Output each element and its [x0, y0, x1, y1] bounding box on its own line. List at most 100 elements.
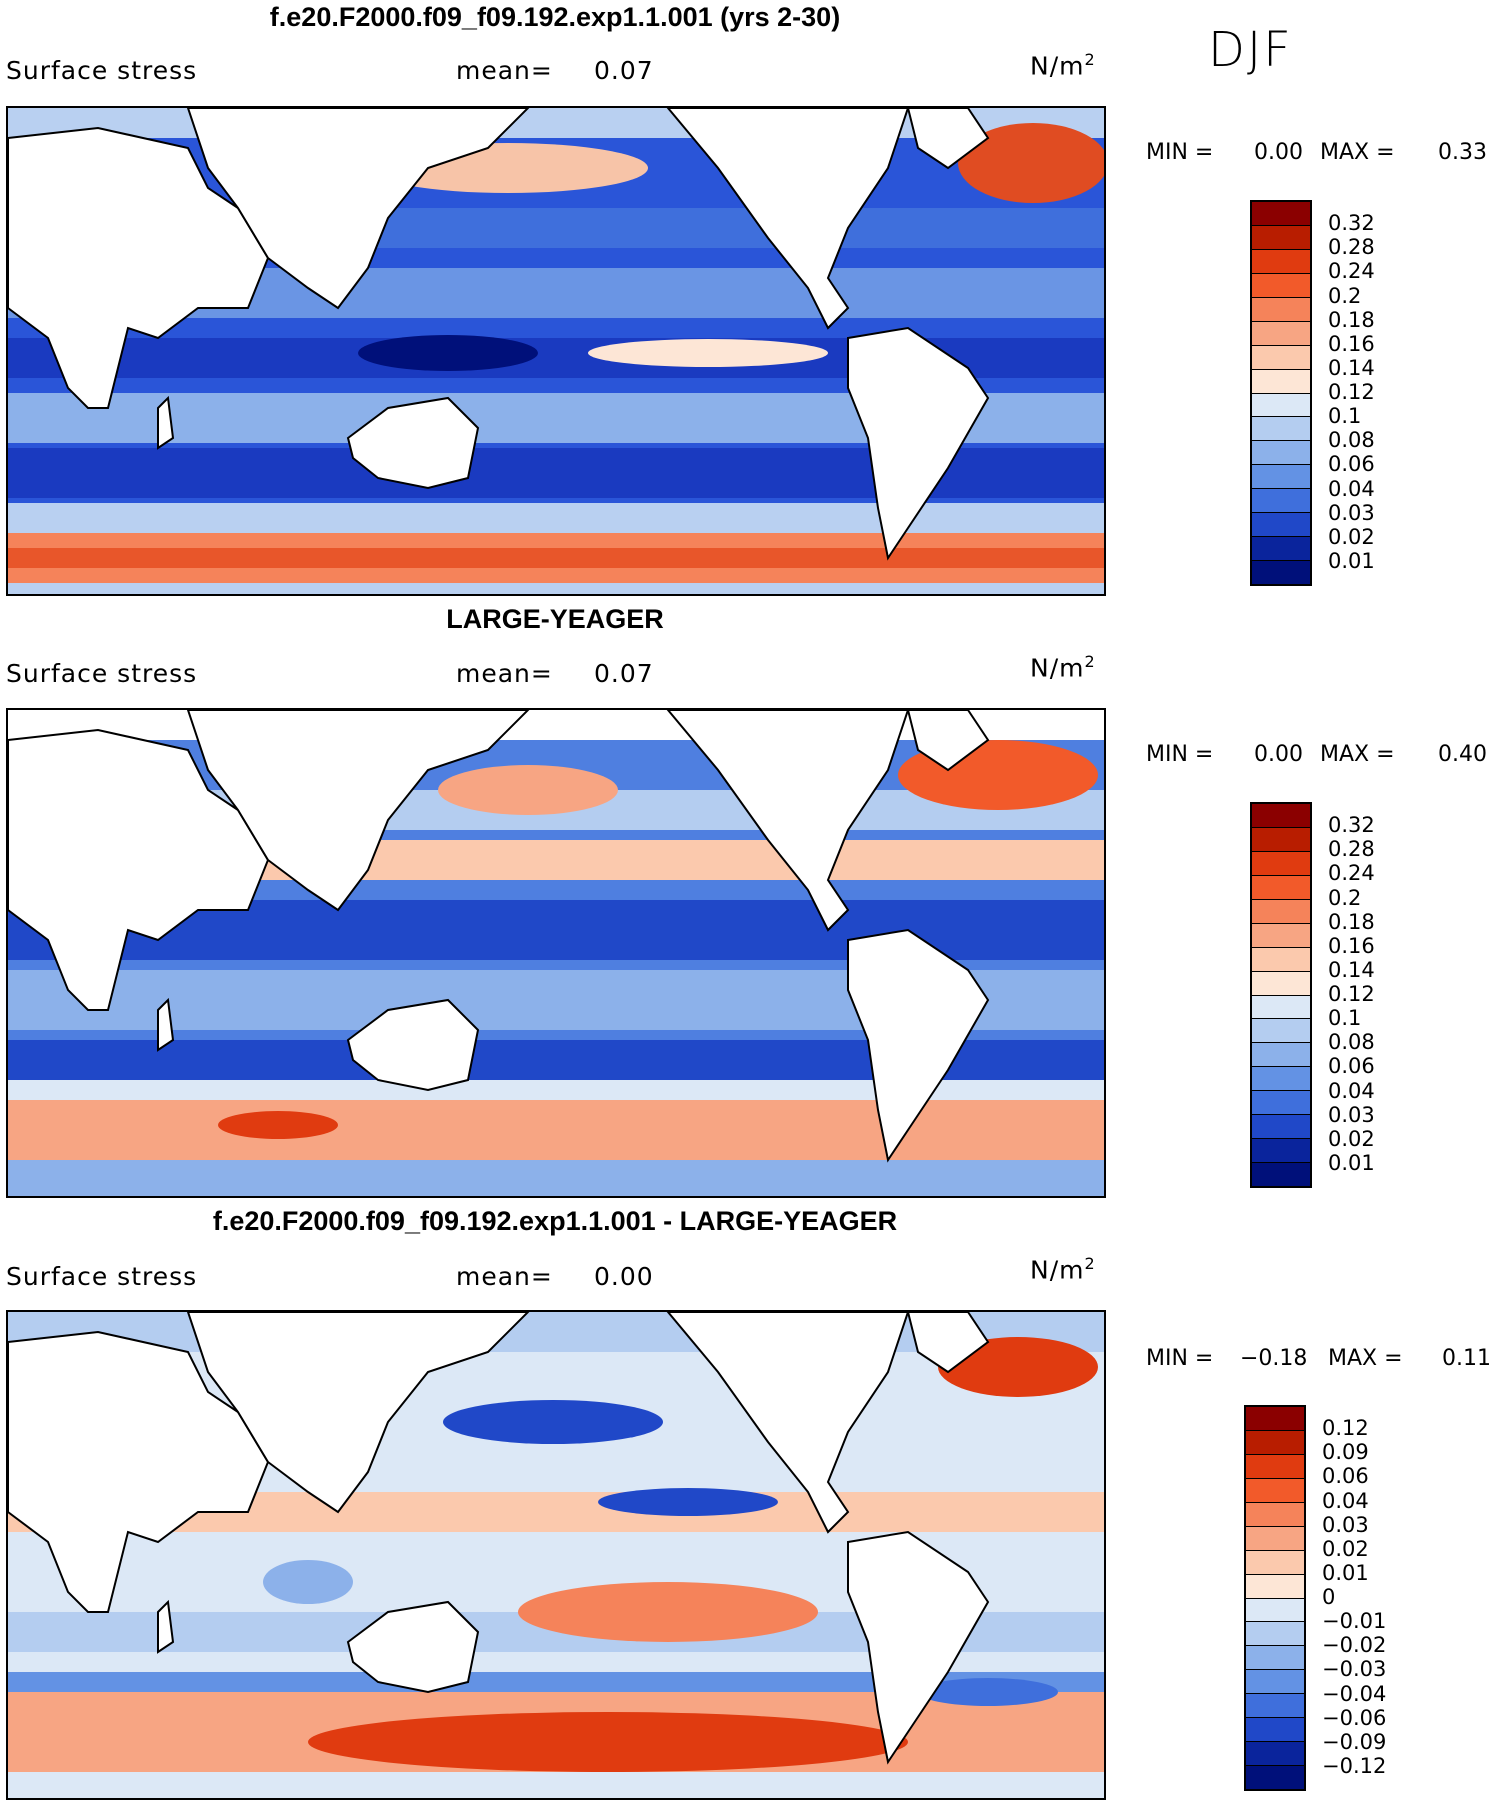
colorbar-tick-label: 0.12: [1328, 982, 1375, 1006]
panel-1-colorbar-bar: [1250, 200, 1312, 586]
colorbar-segment: [1252, 995, 1310, 1020]
colorbar-segment: [1252, 923, 1310, 948]
colorbar-tick-label: −0.03: [1322, 1657, 1387, 1682]
panel-2-variable: Surface stress: [6, 659, 198, 688]
colorbar-tick-label: 0.02: [1322, 1536, 1369, 1561]
colorbar-segment: [1252, 297, 1310, 322]
colorbar-tick-label: 0.06: [1328, 1054, 1375, 1079]
colorbar-tick-label: 0.14: [1328, 355, 1375, 380]
colorbar-segment: [1252, 465, 1310, 490]
colorbar-tick-label: 0.03: [1328, 1102, 1375, 1127]
panel-1-min-value: 0.00: [1254, 140, 1303, 165]
colorbar-segment: [1246, 1502, 1304, 1527]
colorbar-tick-label: −0.01: [1322, 1609, 1387, 1634]
colorbar-segment: [1252, 561, 1310, 584]
panel-2-colorbar-bar: [1250, 802, 1312, 1188]
colorbar-tick-label: 0.02: [1328, 1126, 1375, 1151]
colorbar-segment: [1252, 947, 1310, 972]
colorbar-segment: [1252, 489, 1310, 514]
colorbar-tick-label: 0.06: [1322, 1464, 1369, 1489]
colorbar-tick-label: 0.32: [1328, 813, 1375, 838]
colorbar-tick-label: 0.06: [1328, 452, 1375, 477]
colorbar-segment: [1252, 369, 1310, 394]
colorbar-segment: [1246, 1407, 1304, 1431]
colorbar-tick-label: 0.04: [1328, 476, 1375, 501]
panel-1-mean-value: 0.07: [594, 56, 654, 85]
colorbar-tick-label: 0.02: [1328, 524, 1375, 549]
panel-3-colorbar: [1244, 1405, 1306, 1791]
colorbar-tick-label: 0.28: [1328, 837, 1375, 862]
panel-2-title: LARGE-YEAGER: [446, 604, 664, 634]
colorbar-tick-label: −0.09: [1322, 1729, 1387, 1754]
colorbar-segment: [1246, 1526, 1304, 1551]
colorbar-tick-label: 0.2: [1328, 885, 1362, 910]
colorbar-tick-label: 0.08: [1328, 1030, 1375, 1055]
colorbar-segment: [1246, 1646, 1304, 1671]
panel-3-max-label: MAX =: [1328, 1346, 1403, 1371]
colorbar-tick-label: 0.16: [1328, 331, 1375, 356]
panel-2-map-graphic: [8, 710, 1104, 1196]
panel-1-min-label: MIN =: [1146, 140, 1214, 165]
colorbar-tick-label: 0.2: [1328, 283, 1362, 308]
colorbar-segment: [1252, 827, 1310, 852]
panel-2-map: [6, 708, 1106, 1198]
colorbar-tick-label: 0.28: [1328, 235, 1375, 260]
colorbar-segment: [1252, 1043, 1310, 1068]
colorbar-segment: [1252, 804, 1310, 828]
colorbar-tick-label: 0.01: [1322, 1560, 1369, 1585]
colorbar-segment: [1252, 1139, 1310, 1164]
panel-3-units: N/m2: [1030, 1254, 1096, 1285]
colorbar-segment: [1252, 393, 1310, 418]
colorbar-segment: [1252, 225, 1310, 250]
colorbar-segment: [1246, 1742, 1304, 1767]
colorbar-segment: [1252, 417, 1310, 442]
colorbar-segment: [1252, 321, 1310, 346]
colorbar-segment: [1252, 899, 1310, 924]
panel-3-mean-value: 0.00: [594, 1262, 654, 1291]
colorbar-segment: [1252, 851, 1310, 876]
colorbar-segment: [1252, 971, 1310, 996]
panel-1-map-graphic: [8, 108, 1104, 594]
colorbar-tick-label: 0.1: [1328, 404, 1362, 429]
colorbar-tick-label: 0.04: [1322, 1488, 1369, 1513]
colorbar-segment: [1252, 1019, 1310, 1044]
colorbar-segment: [1252, 202, 1310, 226]
panel-2-mean-label: mean=: [456, 659, 553, 688]
colorbar-segment: [1246, 1718, 1304, 1743]
colorbar-tick-label: 0.18: [1328, 909, 1375, 934]
panel-3-title: f.e20.F2000.f09_f09.192.exp1.1.001 - LAR…: [212, 1206, 898, 1236]
colorbar-tick-label: 0.14: [1328, 957, 1375, 982]
colorbar-segment: [1252, 1163, 1310, 1186]
colorbar-tick-label: −0.12: [1322, 1753, 1387, 1778]
panel-2-min-label: MIN =: [1146, 742, 1214, 767]
colorbar-segment: [1246, 1430, 1304, 1455]
colorbar-segment: [1252, 1067, 1310, 1092]
colorbar-segment: [1252, 1091, 1310, 1116]
colorbar-tick-label: 0: [1322, 1585, 1336, 1609]
panel-3-variable: Surface stress: [6, 1262, 198, 1291]
colorbar-segment: [1246, 1766, 1304, 1789]
colorbar-segment: [1252, 273, 1310, 298]
colorbar-segment: [1252, 249, 1310, 274]
colorbar-segment: [1246, 1454, 1304, 1479]
colorbar-tick-label: 0.12: [1328, 380, 1375, 404]
colorbar-tick-label: 0.18: [1328, 307, 1375, 332]
colorbar-tick-label: 0.12: [1322, 1416, 1369, 1441]
panel-2-min-value: 0.00: [1254, 742, 1303, 767]
panel-1-units: N/m2: [1030, 50, 1096, 81]
panel-1-variable: Surface stress: [6, 56, 198, 85]
colorbar-tick-label: 0.24: [1328, 259, 1375, 284]
colorbar-tick-label: 0.1: [1328, 1006, 1362, 1031]
panel-1-map: [6, 106, 1106, 596]
colorbar-segment: [1252, 513, 1310, 538]
colorbar-tick-label: 0.24: [1328, 861, 1375, 886]
colorbar-tick-label: −0.06: [1322, 1705, 1387, 1730]
colorbar-segment: [1246, 1670, 1304, 1695]
panel-2-max-value: 0.40: [1438, 742, 1487, 767]
panel-2-units: N/m2: [1030, 652, 1096, 683]
colorbar-segment: [1252, 875, 1310, 900]
panel-1-mean-label: mean=: [456, 56, 553, 85]
colorbar-tick-label: −0.02: [1322, 1633, 1387, 1658]
colorbar-tick-label: 0.09: [1322, 1440, 1369, 1465]
panel-3-colorbar-bar: [1244, 1405, 1306, 1791]
